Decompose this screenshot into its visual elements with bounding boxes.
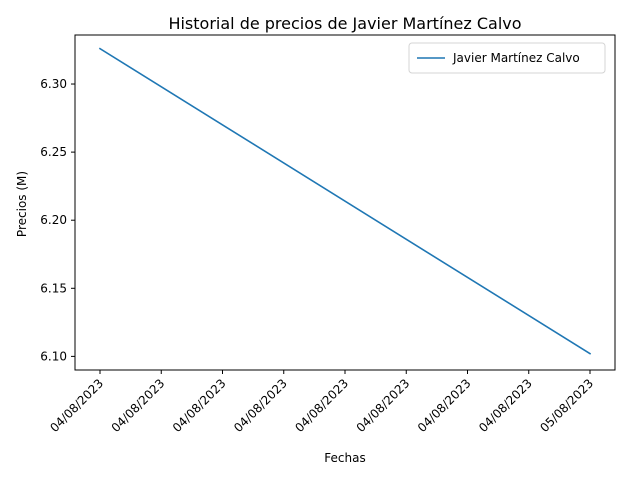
y-axis-label: Precios (M) (15, 171, 29, 237)
series-line (98, 47, 592, 355)
legend-box (408, 42, 606, 74)
y-tick-label: 6.10 (40, 349, 67, 363)
y-tick-label: 6.30 (40, 77, 67, 91)
legend: Javier Martínez Calvo (408, 42, 606, 74)
y-tick-label: 6.25 (40, 145, 67, 159)
legend-label: Javier Martínez Calvo (452, 51, 580, 65)
y-tick-label: 6.20 (40, 213, 67, 227)
x-axis-label: Fechas (324, 451, 365, 465)
chart-title: Historial de precios de Javier Martínez … (168, 14, 521, 33)
y-tick-label: 6.15 (40, 281, 67, 295)
